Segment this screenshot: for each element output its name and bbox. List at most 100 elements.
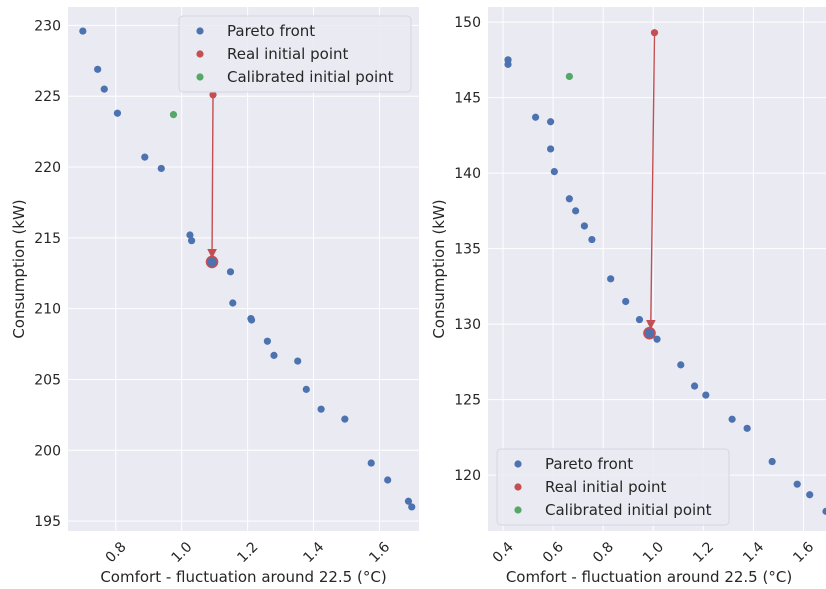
pareto-point	[226, 268, 235, 276]
y-tick-label: 200	[34, 443, 61, 459]
legend-marker	[196, 27, 204, 35]
y-tick-label: 205	[34, 372, 61, 388]
y-tick-label: 225	[34, 89, 61, 105]
legend-marker	[196, 50, 204, 58]
pareto-point	[404, 497, 413, 505]
pareto-point	[743, 424, 751, 432]
chart-panel-1: 0.8 1.0 1.2 1.4 1.6 195 200 205 210 215 220 225 230 C…	[10, 7, 419, 586]
y-tick-label: 230	[34, 18, 61, 34]
x-tick-label: 1.0	[640, 539, 667, 566]
x-tick-label: 1.0	[169, 539, 196, 566]
pareto-point	[572, 207, 580, 215]
x-tick-label: 1.2	[690, 539, 717, 566]
pareto-point	[270, 351, 278, 359]
data-marks	[504, 29, 826, 515]
calibrated-initial-point	[169, 111, 178, 119]
x-tick-label: 0.8	[103, 539, 130, 566]
pareto-point	[341, 415, 349, 423]
pareto-point	[113, 109, 122, 117]
y-tick-label: 195	[34, 514, 61, 530]
legend-marker	[514, 483, 522, 491]
x-tick-label: 0.8	[590, 539, 617, 566]
legend: Pareto front Real initial point Calibrated…	[496, 448, 730, 526]
legend-entry: Real initial point	[545, 478, 666, 496]
pareto-point	[247, 316, 256, 324]
pareto-point	[100, 85, 108, 93]
y-axis-label: Consumption (kW)	[10, 199, 28, 338]
legend-entry: Pareto front	[227, 22, 315, 40]
calibrated-initial-point	[565, 72, 573, 81]
y-axis-label: Consumption (kW)	[430, 199, 448, 338]
x-tick-label: 1.6	[366, 539, 393, 566]
y-tick-label: 130	[454, 317, 481, 333]
x-tick-label: 1.2	[234, 539, 261, 566]
pareto-point	[229, 299, 237, 307]
calibration-arrow	[207, 94, 217, 259]
pareto-point	[728, 415, 736, 423]
y-tick-label: 210	[34, 302, 61, 318]
real-initial-point	[209, 91, 217, 99]
pareto-point	[822, 507, 826, 515]
pareto-point	[622, 297, 630, 306]
pareto-point	[546, 118, 555, 126]
pareto-point	[294, 357, 302, 365]
y-tick-label: 220	[34, 160, 61, 176]
pareto-point	[94, 65, 102, 73]
legend-box	[178, 15, 412, 93]
plot-background	[488, 7, 826, 531]
pareto-point	[607, 275, 615, 283]
pareto-point	[408, 503, 416, 511]
pareto-point	[384, 476, 392, 484]
pareto-point	[302, 385, 310, 393]
highlighted-point	[643, 326, 656, 340]
pareto-point	[141, 153, 149, 161]
pareto-point	[677, 361, 685, 369]
pareto-point	[653, 335, 661, 343]
pareto-point	[550, 167, 558, 176]
legend-marker	[514, 506, 522, 514]
x-tick-label: 1.6	[790, 539, 817, 566]
y-tick-label: 145	[454, 91, 481, 107]
real-initial-point	[650, 29, 659, 37]
pareto-point	[690, 382, 699, 390]
x-tick-label: 0.4	[490, 539, 517, 566]
pareto-point	[588, 235, 596, 244]
plot-background	[68, 7, 419, 531]
y-tick-label: 125	[454, 393, 481, 409]
pareto-point	[317, 405, 325, 413]
legend-entry: Real initial point	[227, 45, 348, 63]
legend: Pareto front Real initial point Calibrated…	[178, 15, 412, 93]
y-tick-label: 135	[454, 242, 481, 258]
pareto-point	[157, 164, 165, 173]
pareto-point	[580, 222, 588, 230]
pareto-point	[263, 337, 271, 345]
legend-marker	[514, 460, 522, 468]
y-tick-label: 140	[454, 166, 481, 182]
legend-marker	[196, 73, 204, 81]
x-axis-label: Comfort - fluctuation around 22.5 (°C)	[100, 568, 386, 586]
pareto-point	[702, 391, 710, 399]
pareto-point	[187, 237, 196, 245]
pareto-point	[367, 459, 375, 467]
y-tick-label: 150	[454, 15, 481, 31]
x-axis-label: Comfort - fluctuation around 22.5 (°C)	[506, 568, 792, 586]
pareto-point	[504, 60, 512, 68]
pareto-point	[635, 315, 644, 324]
legend-entry: Calibrated initial point	[227, 68, 394, 86]
data-marks	[79, 27, 416, 511]
pareto-point	[768, 457, 776, 466]
pareto-point	[79, 27, 87, 35]
pareto-point	[531, 113, 540, 121]
highlighted-point	[205, 255, 219, 269]
pareto-point	[565, 195, 573, 203]
calibration-arrow	[645, 32, 656, 330]
legend-entry: Calibrated initial point	[545, 501, 712, 519]
legend-entry: Pareto front	[545, 455, 633, 473]
x-tick-label: 1.4	[740, 539, 767, 566]
pareto-point	[546, 145, 555, 153]
x-tick-label: 1.4	[300, 539, 327, 566]
x-tick-label: 0.6	[540, 539, 567, 566]
pareto-point	[806, 491, 814, 499]
legend-box	[496, 448, 730, 526]
